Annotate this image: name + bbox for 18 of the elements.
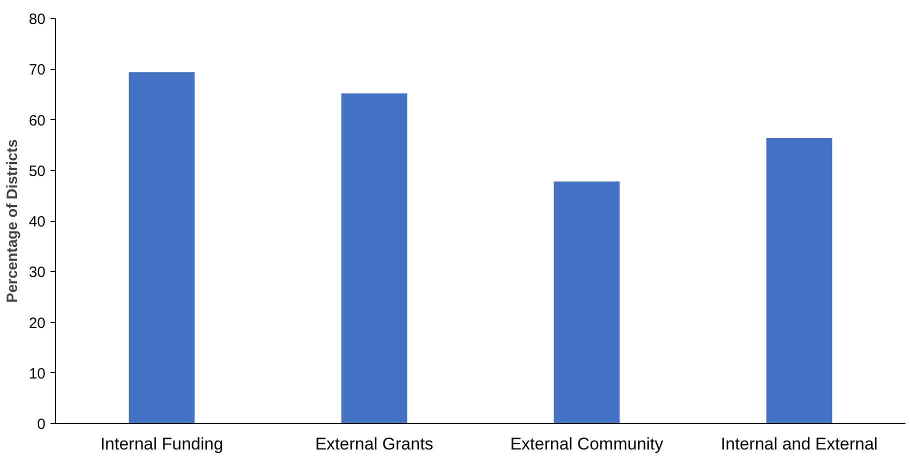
y-tick-label: 50 bbox=[28, 162, 46, 180]
y-axis-title: Percentage of Districts bbox=[4, 139, 21, 303]
y-tick-label: 10 bbox=[28, 365, 46, 382]
x-tick-label: Internal Funding bbox=[100, 434, 224, 454]
y-tick-label: 30 bbox=[28, 264, 46, 282]
bar bbox=[554, 182, 620, 424]
y-tick-label: 60 bbox=[28, 112, 46, 130]
y-tick-label: 80 bbox=[28, 11, 46, 28]
y-tick-label: 40 bbox=[28, 214, 46, 230]
y-tick-label: 0 bbox=[37, 416, 46, 433]
y-tick-label: 70 bbox=[28, 62, 46, 79]
x-tick-label: External Grants bbox=[315, 434, 434, 454]
x-tick-label: External Community bbox=[510, 434, 664, 454]
bar bbox=[128, 72, 195, 424]
y-tick-label: 20 bbox=[28, 314, 46, 332]
x-tick-label: Internal and External bbox=[720, 434, 878, 454]
bar bbox=[341, 93, 408, 424]
bar bbox=[766, 138, 832, 424]
